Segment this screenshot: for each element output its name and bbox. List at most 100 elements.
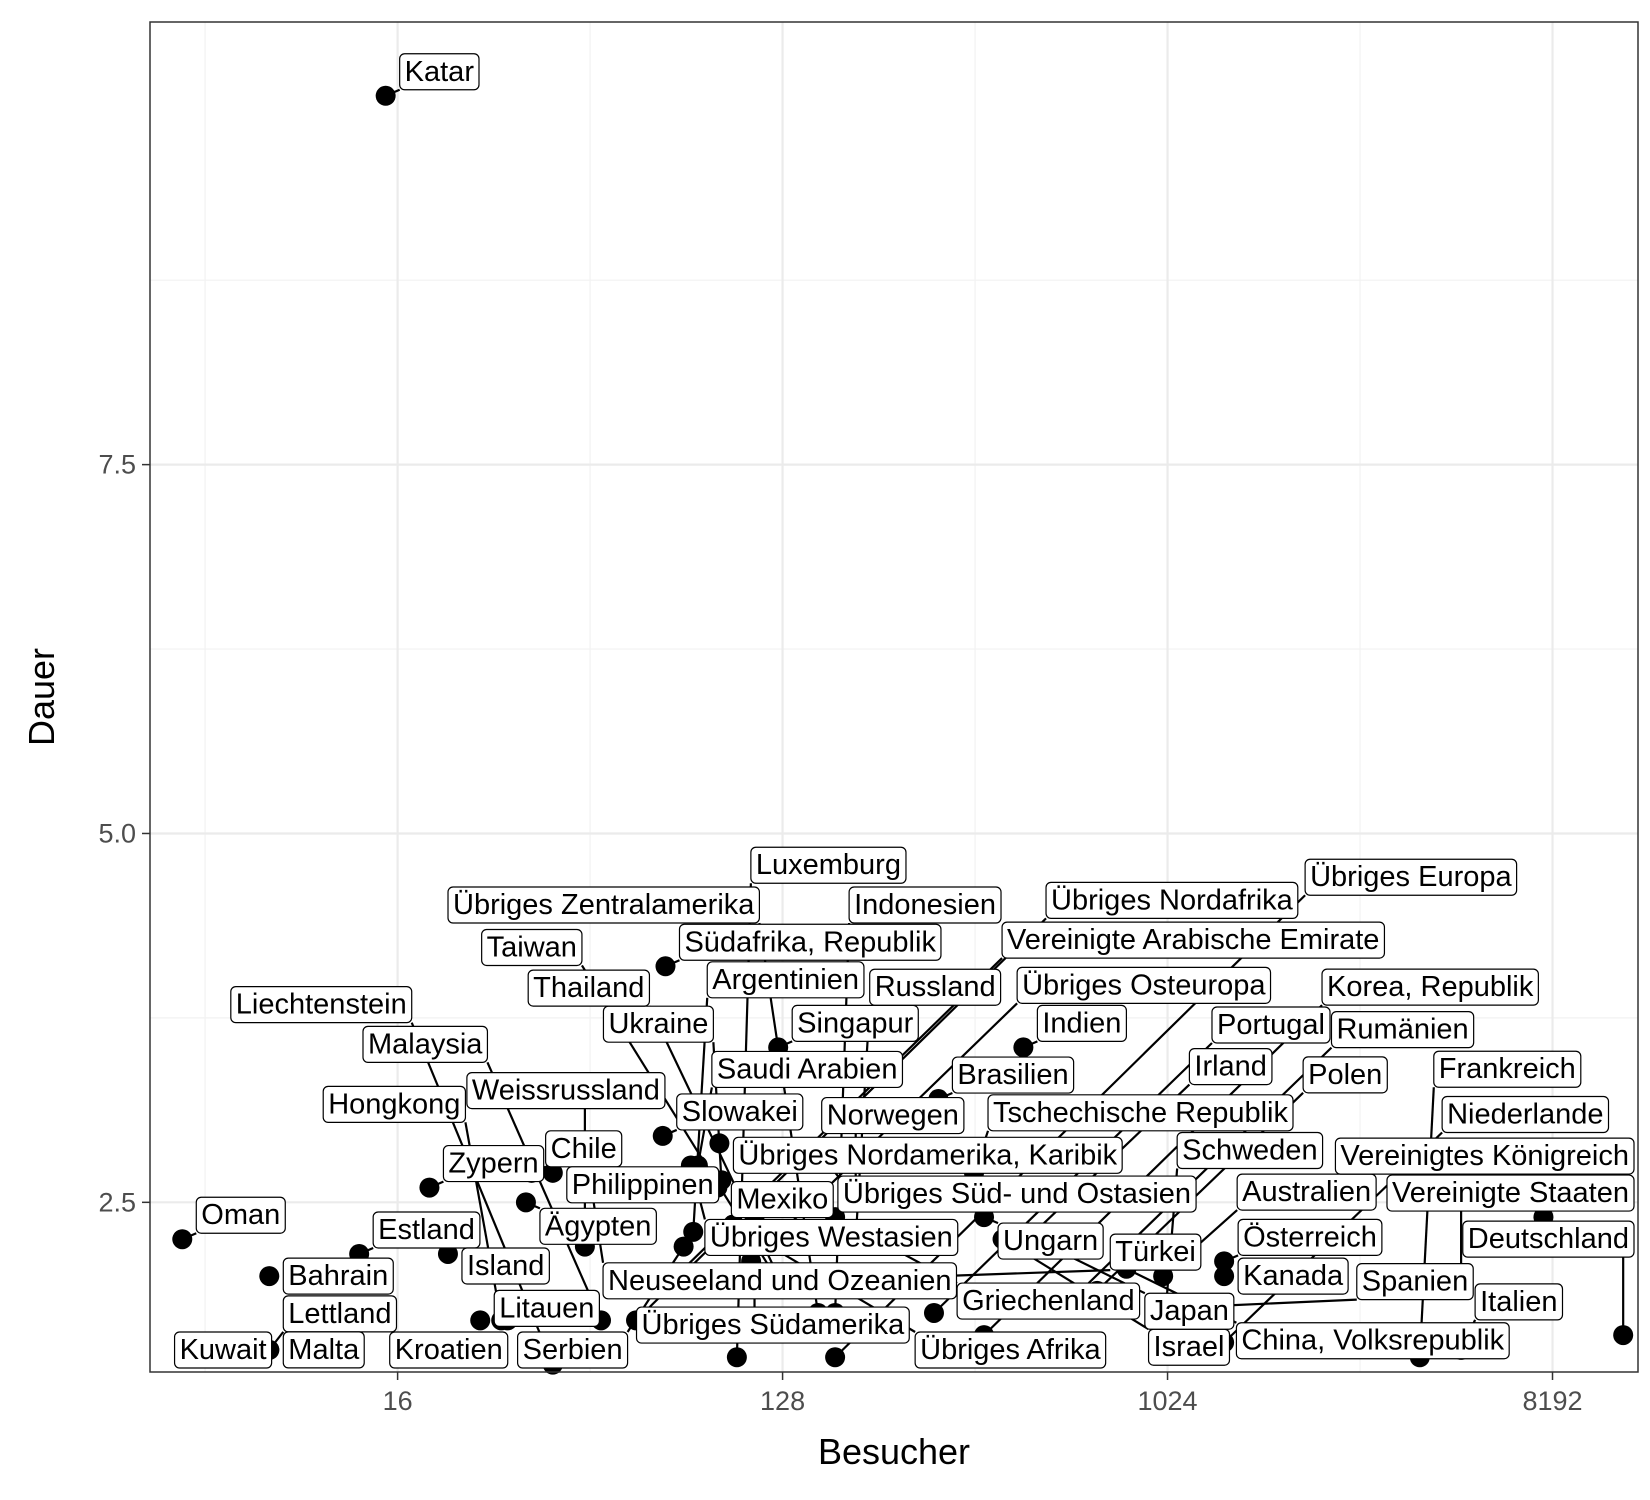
svg-text:Übriges Europa: Übriges Europa: [1310, 861, 1512, 893]
point-label: Vereinigte Arabische Emirate: [1001, 921, 1386, 959]
panel-border: [149, 21, 1639, 1373]
svg-text:Griechenland: Griechenland: [962, 1285, 1135, 1317]
x-tick-label: 8192: [1522, 1386, 1582, 1416]
x-tick-label: 1024: [1138, 1386, 1198, 1416]
svg-text:Ungarn: Ungarn: [1003, 1225, 1098, 1257]
data-point: [419, 1177, 440, 1198]
svg-text:Österreich: Österreich: [1243, 1221, 1377, 1253]
point-label: Deutschland: [1462, 1220, 1635, 1258]
point-label: Italien: [1474, 1283, 1564, 1321]
point-label: Russland: [869, 968, 1002, 1006]
svg-text:Übriges Afrika: Übriges Afrika: [920, 1334, 1101, 1366]
point-label: Griechenland: [956, 1282, 1141, 1320]
svg-text:Schweden: Schweden: [1182, 1134, 1317, 1166]
svg-text:Irland: Irland: [1194, 1051, 1267, 1083]
point-label: Hongkong: [322, 1085, 467, 1123]
svg-text:Kanada: Kanada: [1243, 1260, 1344, 1292]
point-label: Übriges Westasien: [704, 1218, 959, 1257]
svg-text:Indien: Indien: [1042, 1007, 1121, 1039]
y-tick-label: 2.5: [98, 1187, 136, 1217]
data-point: [655, 956, 676, 977]
point-label: Tschechische Republik: [987, 1094, 1294, 1132]
data-point: [1214, 1251, 1235, 1272]
svg-text:Ägypten: Ägypten: [545, 1210, 651, 1242]
svg-text:Australien: Australien: [1242, 1176, 1371, 1208]
svg-text:Serbien: Serbien: [523, 1334, 623, 1366]
svg-text:Luxemburg: Luxemburg: [756, 849, 901, 881]
svg-text:Ukraine: Ukraine: [608, 1008, 708, 1040]
svg-text:Rumänien: Rumänien: [1336, 1014, 1468, 1046]
data-point: [1214, 1266, 1235, 1287]
svg-text:Argentinien: Argentinien: [712, 964, 859, 996]
svg-text:Thailand: Thailand: [533, 972, 644, 1004]
label-connector: [1222, 1298, 1357, 1307]
point-label: Übriges Nordamerika, Karibik: [732, 1136, 1123, 1174]
svg-text:Übriges Südamerika: Übriges Südamerika: [642, 1309, 906, 1341]
svg-text:Indonesien: Indonesien: [854, 889, 996, 921]
x-tick-label: 128: [760, 1386, 805, 1416]
point-label: Ägypten: [539, 1207, 657, 1245]
svg-text:Philippinen: Philippinen: [572, 1169, 714, 1201]
point-label: Estland: [372, 1211, 481, 1249]
data-point: [172, 1229, 193, 1250]
point-label: Japan: [1144, 1292, 1235, 1330]
svg-text:Hongkong: Hongkong: [328, 1088, 460, 1120]
point-label: Rumänien: [1330, 1011, 1475, 1049]
svg-text:Frankreich: Frankreich: [1439, 1053, 1576, 1085]
point-label: Kuwait: [173, 1331, 273, 1369]
data-point: [683, 1221, 704, 1242]
point-label: Indien: [1036, 1004, 1127, 1043]
point-label: Luxemburg: [750, 846, 907, 884]
point-label: Neuseeland und Ozeanien: [602, 1262, 958, 1300]
y-axis: 2.5 5.0 7.5: [98, 450, 150, 1217]
point-label: Argentinien: [706, 961, 865, 999]
point-label: Ungarn: [997, 1222, 1104, 1260]
svg-text:Kuwait: Kuwait: [180, 1334, 267, 1366]
svg-text:Vereinigte Arabische Emirate: Vereinigte Arabische Emirate: [1007, 924, 1379, 956]
x-tick-label: 16: [383, 1386, 413, 1416]
point-label: Niederlande: [1441, 1095, 1610, 1134]
data-point: [1153, 1266, 1174, 1287]
svg-text:Malta: Malta: [288, 1334, 360, 1366]
point-label: Schweden: [1176, 1131, 1324, 1170]
data-point: [652, 1125, 673, 1146]
data-point: [1613, 1325, 1634, 1346]
svg-text:China, Volksrepublik: China, Volksrepublik: [1241, 1325, 1504, 1357]
svg-text:Südafrika, Republik: Südafrika, Republik: [684, 926, 936, 958]
point-label: Singapur: [791, 1004, 919, 1043]
data-point: [437, 1243, 458, 1264]
point-label: Kroatien: [389, 1331, 509, 1369]
point-label: Thailand: [527, 969, 651, 1007]
point-label: Frankreich: [1433, 1050, 1582, 1088]
data-point: [470, 1310, 491, 1331]
point-label: Litauen: [493, 1289, 600, 1327]
point-label: China, Volksrepublik: [1235, 1322, 1510, 1360]
svg-text:Portugal: Portugal: [1217, 1009, 1325, 1041]
svg-text:Norwegen: Norwegen: [827, 1100, 959, 1132]
point-label: Übriges Afrika: [914, 1331, 1107, 1369]
label-connector: [1418, 1087, 1435, 1358]
svg-text:Malaysia: Malaysia: [368, 1028, 483, 1060]
point-label: Übriges Osteuropa: [1016, 966, 1272, 1004]
point-label: Übriges Europa: [1304, 858, 1518, 896]
svg-text:Vereinigtes Königreich: Vereinigtes Königreich: [1340, 1140, 1629, 1172]
point-label: Israel: [1147, 1328, 1231, 1366]
data-point: [825, 1347, 846, 1368]
point-label: Vereinigte Staaten: [1386, 1174, 1635, 1212]
point-label: Vereinigtes Königreich: [1334, 1137, 1635, 1175]
svg-text:Mexiko: Mexiko: [736, 1184, 828, 1216]
point-label: Australien: [1236, 1173, 1377, 1211]
point-label: Österreich: [1237, 1218, 1383, 1256]
point-label: Chile: [545, 1130, 623, 1168]
data-point: [726, 1347, 747, 1368]
x-axis: 16 128 1024 8192: [383, 1372, 1583, 1416]
svg-text:Neuseeland und Ozeanien: Neuseeland und Ozeanien: [608, 1265, 951, 1297]
data-point: [1013, 1037, 1034, 1058]
point-label: Liechtenstein: [230, 986, 413, 1024]
point-label: Bahrain: [282, 1257, 394, 1295]
svg-text:Kroatien: Kroatien: [395, 1334, 503, 1366]
point-label: Island: [461, 1247, 550, 1285]
svg-text:Übriges Osteuropa: Übriges Osteuropa: [1022, 969, 1266, 1001]
point-label: Indonesien: [848, 886, 1002, 924]
point-label: Philippinen: [566, 1166, 720, 1204]
